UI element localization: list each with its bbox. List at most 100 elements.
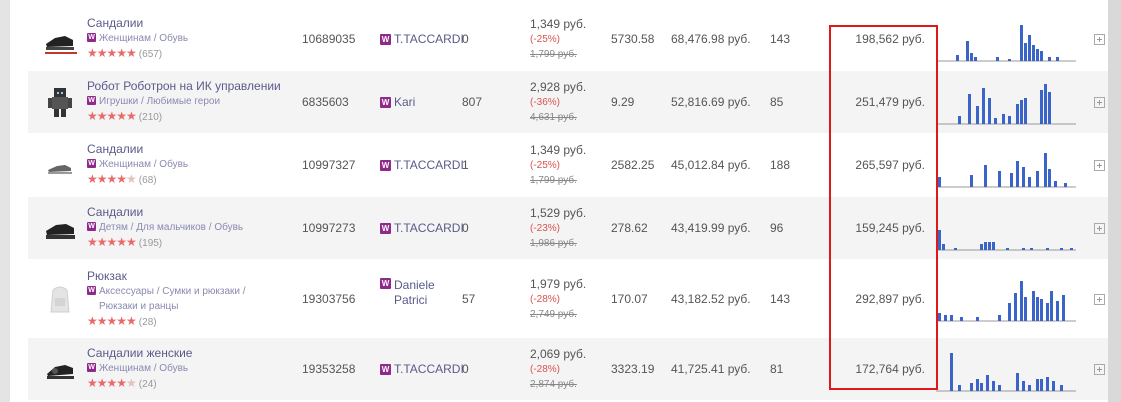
current-price: 2,069 руб. (530, 346, 587, 361)
brand-name[interactable]: T.TACCARDI (394, 158, 464, 172)
stock: 1 (462, 158, 469, 172)
old-price: 2,749 руб. (530, 308, 577, 320)
brand[interactable]: W T.TACCARDI (380, 134, 468, 196)
old-price: 1,799 руб. (530, 174, 577, 186)
category-path[interactable]: Женщинам / Обувь (99, 363, 189, 374)
product-thumbnail[interactable] (40, 197, 80, 259)
category-path[interactable]: Женщинам / Обувь (99, 33, 189, 44)
brand-name[interactable]: T.TACCARDI (394, 32, 464, 46)
sandal-icon (48, 165, 72, 174)
sales-sparkline (936, 338, 1076, 400)
metric-value: 2582.25 (611, 158, 655, 172)
sales-sparkline (936, 71, 1076, 133)
sku: 10997273 (302, 221, 356, 235)
metric-value: 3323.19 (611, 362, 655, 376)
product-thumbnail[interactable] (40, 134, 80, 196)
stock: 57 (462, 292, 476, 306)
sandal-icon (46, 224, 75, 239)
expand-row-button[interactable] (1092, 338, 1106, 400)
sales-sparkline (936, 262, 1076, 336)
discount: (-36%) (530, 96, 561, 108)
rating-stars: ★★★★★ (195) (87, 235, 163, 249)
sku: 19303756 (302, 292, 356, 306)
product-thumbnail[interactable] (40, 8, 80, 70)
wb-badge-icon: W (380, 278, 391, 289)
discount: (-25%) (530, 33, 561, 45)
category-path[interactable]: Женщинам / Обувь (99, 159, 189, 170)
brand[interactable]: W T.TACCARDI (380, 197, 468, 259)
revenue: 45,012.84 руб. (671, 158, 751, 172)
wb-badge-icon: W (87, 222, 96, 231)
review-count: (657) (138, 49, 163, 60)
sales-sparkline (936, 8, 1076, 70)
plus-square-icon (1093, 363, 1105, 375)
product-name-link[interactable]: Сандалии (87, 205, 144, 219)
current-price: 1,529 руб. (530, 205, 587, 220)
table-row[interactable]: Сандалии женские W Женщинам / Обувь ★★★★★… (28, 338, 1108, 400)
review-count: (210) (138, 112, 163, 123)
table-row[interactable]: Рюкзак W Аксессуары / Сумки и рюкзаки / Р… (28, 262, 1108, 336)
rating-stars: ★★★★★ (68) (87, 172, 157, 186)
product-name-link[interactable]: Робот Роботрон на ИК управлении (87, 79, 281, 93)
stock: 807 (462, 95, 483, 109)
table-row[interactable]: Робот Роботрон на ИК управлении W Игрушки… (28, 71, 1108, 133)
category-path[interactable]: Игрушки / Любимые герои (99, 96, 221, 107)
brand[interactable]: W Daniele Patrici (380, 262, 468, 336)
wb-badge-icon: W (87, 159, 96, 168)
brand-name[interactable]: Daniele Patrici (394, 278, 435, 307)
sandal-icon (45, 36, 77, 54)
rating-stars: ★★★★★ (210) (87, 109, 163, 123)
brand-name[interactable]: T.TACCARDI (394, 221, 464, 235)
product-thumbnail[interactable] (40, 262, 80, 336)
brand-name[interactable]: T.TACCARDI (394, 362, 464, 376)
old-price: 4,631 руб. (530, 111, 577, 123)
wb-badge-icon: W (380, 159, 391, 171)
sku: 6835603 (302, 95, 349, 109)
category-path[interactable]: Детям / Для мальчиков / Обувь (99, 222, 244, 233)
sales-sparkline (936, 134, 1076, 196)
metric-count: 96 (770, 221, 784, 235)
product-name-link[interactable]: Сандалии (87, 142, 144, 156)
table-row[interactable]: Сандалии W Детям / Для мальчиков / Обувь … (28, 197, 1108, 259)
robot-icon (48, 88, 72, 117)
category-path[interactable]: Аксессуары / Сумки и рюкзаки / Рюкзаки и… (99, 285, 246, 312)
product-thumbnail[interactable] (40, 338, 80, 400)
expand-row-button[interactable] (1092, 8, 1106, 70)
expand-row-button[interactable] (1092, 71, 1106, 133)
discount: (-23%) (530, 222, 561, 234)
review-count: (28) (138, 316, 157, 328)
plus-square-icon (1093, 222, 1105, 234)
table-row[interactable]: Сандалии W Женщинам / Обувь ★★★★★ (657) 10… (28, 8, 1108, 70)
metric-value: 170.07 (611, 292, 648, 306)
sku: 10689035 (302, 32, 356, 46)
highlighted-revenue: 159,245 руб. (855, 221, 925, 235)
review-count: (68) (138, 175, 157, 186)
wb-badge-icon: W (380, 96, 391, 108)
product-name-link[interactable]: Рюкзак (87, 268, 127, 283)
highlighted-revenue: 292,897 руб. (855, 292, 925, 306)
rating-stars: ★★★★★ (657) (87, 46, 163, 60)
metric-value: 278.62 (611, 221, 648, 235)
highlighted-revenue: 251,479 руб. (855, 95, 925, 109)
backpack-icon (50, 286, 70, 313)
plus-square-icon (1093, 33, 1105, 45)
brand[interactable]: W T.TACCARDI (380, 8, 468, 70)
product-name-link[interactable]: Сандалии (87, 16, 144, 30)
highlighted-revenue: 198,562 руб. (855, 32, 925, 46)
brand[interactable]: W Kari (380, 71, 468, 133)
brand[interactable]: W T.TACCARDI (380, 338, 468, 400)
revenue: 43,419.99 руб. (671, 221, 751, 235)
expand-row-button[interactable] (1092, 197, 1106, 259)
product-name-link[interactable]: Сандалии женские (87, 346, 193, 360)
product-thumbnail[interactable] (40, 71, 80, 133)
table-row[interactable]: Сандалии W Женщинам / Обувь ★★★★★ (68) 109… (28, 134, 1108, 196)
expand-row-button[interactable] (1092, 262, 1106, 336)
expand-row-button[interactable] (1092, 134, 1106, 196)
sku: 10997327 (302, 158, 356, 172)
metric-count: 188 (770, 158, 791, 172)
metric-count: 143 (770, 32, 791, 46)
brand-name[interactable]: Kari (394, 95, 416, 109)
review-count: (195) (138, 238, 163, 249)
current-price: 1,349 руб. (530, 142, 587, 157)
current-price: 1,349 руб. (530, 16, 587, 31)
